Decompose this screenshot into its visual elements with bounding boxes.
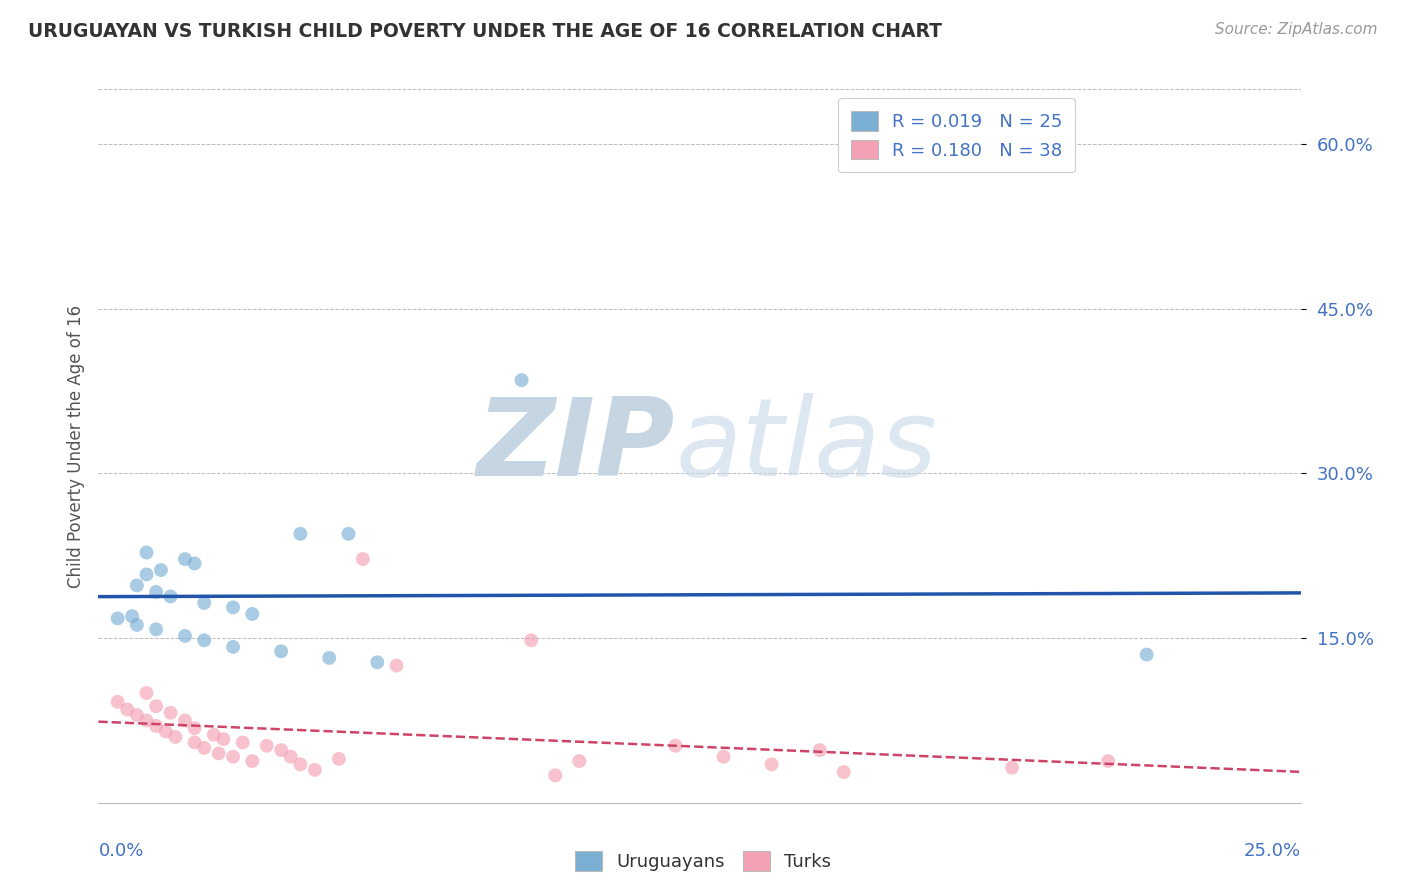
Point	[145, 719, 167, 733]
Point	[145, 623, 167, 637]
Point	[366, 655, 388, 669]
Point	[318, 651, 340, 665]
Point	[290, 757, 312, 772]
Point	[520, 633, 543, 648]
Point	[159, 590, 181, 604]
Point	[270, 743, 292, 757]
Point	[202, 728, 225, 742]
Point	[304, 763, 326, 777]
Point	[832, 765, 855, 780]
Text: URUGUAYAN VS TURKISH CHILD POVERTY UNDER THE AGE OF 16 CORRELATION CHART: URUGUAYAN VS TURKISH CHILD POVERTY UNDER…	[28, 22, 942, 41]
Point	[1136, 648, 1159, 662]
Point	[761, 757, 783, 772]
Text: Source: ZipAtlas.com: Source: ZipAtlas.com	[1215, 22, 1378, 37]
Point	[145, 585, 167, 599]
Point	[222, 640, 245, 654]
Text: atlas: atlas	[675, 393, 938, 499]
Point	[145, 699, 167, 714]
Point	[107, 695, 129, 709]
Point	[135, 714, 157, 728]
Legend: R = 0.019   N = 25, R = 0.180   N = 38: R = 0.019 N = 25, R = 0.180 N = 38	[838, 98, 1076, 172]
Text: ZIP: ZIP	[477, 393, 675, 499]
Point	[107, 611, 129, 625]
Point	[183, 557, 205, 571]
Point	[208, 747, 231, 761]
Point	[165, 730, 187, 744]
Point	[155, 724, 177, 739]
Y-axis label: Child Poverty Under the Age of 16: Child Poverty Under the Age of 16	[66, 304, 84, 588]
Point	[713, 749, 735, 764]
Point	[240, 607, 263, 621]
Point	[328, 752, 350, 766]
Point	[117, 702, 139, 716]
Legend: Uruguayans, Turks: Uruguayans, Turks	[568, 844, 838, 879]
Point	[385, 658, 408, 673]
Point	[568, 754, 591, 768]
Point	[149, 563, 172, 577]
Point	[174, 629, 197, 643]
Point	[337, 526, 360, 541]
Point	[121, 609, 143, 624]
Point	[159, 706, 181, 720]
Point	[352, 552, 374, 566]
Point	[222, 600, 245, 615]
Point	[135, 545, 157, 559]
Point	[183, 721, 205, 735]
Point	[1097, 754, 1119, 768]
Text: 25.0%: 25.0%	[1243, 842, 1301, 860]
Point	[125, 618, 148, 632]
Point	[290, 526, 312, 541]
Point	[125, 708, 148, 723]
Point	[183, 735, 205, 749]
Point	[808, 743, 831, 757]
Point	[232, 735, 254, 749]
Point	[664, 739, 686, 753]
Point	[135, 686, 157, 700]
Point	[222, 749, 245, 764]
Point	[174, 552, 197, 566]
Point	[1001, 761, 1024, 775]
Point	[193, 596, 215, 610]
Point	[240, 754, 263, 768]
Point	[256, 739, 278, 753]
Point	[174, 714, 197, 728]
Text: 0.0%: 0.0%	[98, 842, 143, 860]
Point	[212, 732, 235, 747]
Point	[510, 373, 533, 387]
Point	[193, 740, 215, 755]
Point	[135, 567, 157, 582]
Point	[544, 768, 567, 782]
Point	[125, 578, 148, 592]
Point	[193, 633, 215, 648]
Point	[280, 749, 302, 764]
Point	[270, 644, 292, 658]
